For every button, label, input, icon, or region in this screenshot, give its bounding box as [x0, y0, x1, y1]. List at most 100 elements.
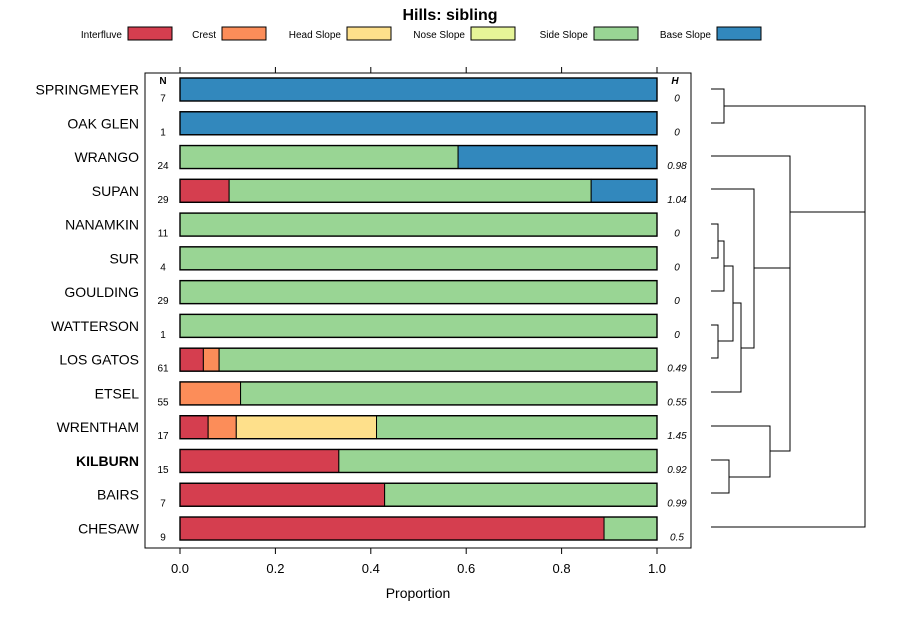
bar-segment-head-slope [235, 415, 378, 440]
n-value: 7 [160, 94, 166, 105]
bar-segment-side-slope [179, 212, 658, 237]
x-axis-title: Proportion [386, 585, 451, 601]
row-wrango: WRANGO 24 0.98 [74, 144, 687, 172]
bar-segment-side-slope [179, 246, 658, 271]
bar-outline [179, 448, 658, 474]
n-value: 29 [157, 296, 169, 307]
bar-rows: SPRINGMEYER 7 0 OAK GLEN 1 0 WRANGO 24 0.98 SUPAN… [36, 77, 687, 544]
row-label: SUPAN [92, 183, 139, 199]
n-value: 1 [160, 330, 166, 341]
h-value: 0 [674, 296, 680, 307]
bar-segment-side-slope [376, 415, 658, 440]
h-value: 0 [674, 127, 680, 138]
bar-segment-base-slope [590, 178, 658, 203]
n-value: 24 [157, 161, 169, 172]
row-goulding: GOULDING 29 0 [64, 279, 680, 307]
row-wrentham: WRENTHAM 17 1.45 [57, 415, 687, 442]
bar-segment-side-slope [338, 448, 658, 473]
bar-segment-side-slope [179, 145, 459, 170]
bar-segment-interfluve [179, 178, 230, 203]
row-label: GOULDING [64, 284, 139, 300]
bar-outline [179, 516, 658, 541]
bar-segment-interfluve [179, 482, 386, 507]
bar-segment-interfluve [179, 516, 605, 541]
row-label: LOS GATOS [59, 352, 139, 368]
row-label: CHESAW [78, 521, 140, 537]
row-label: BAIRS [97, 487, 139, 503]
row-los-gatos: LOS GATOS 61 0.49 [59, 347, 687, 375]
row-label: WRENTHAM [57, 419, 139, 435]
dendrogram-branch [724, 105, 866, 212]
plot-frame [144, 72, 692, 549]
bar-outline [179, 212, 658, 237]
row-label: WATTERSON [51, 318, 139, 334]
legend-label-crest: Crest [192, 30, 216, 41]
bar-segment-interfluve [179, 347, 204, 372]
row-sur: SUR 4 0 [109, 246, 680, 273]
bar-segment-base-slope [179, 111, 658, 136]
h-value: 0.49 [667, 364, 687, 375]
row-label: OAK GLEN [67, 115, 139, 131]
bar-segment-crest [202, 347, 220, 372]
bar-segment-side-slope [603, 516, 658, 541]
bar-outline [179, 144, 658, 170]
bar-segment-crest [207, 415, 237, 440]
h-value: 0 [674, 262, 680, 273]
bar-outline [179, 111, 658, 136]
bar-outline [179, 347, 658, 372]
bar-outline [179, 246, 658, 271]
bar-segment-side-slope [384, 482, 658, 507]
n-value: 11 [158, 229, 169, 240]
row-label: NANAMKIN [65, 217, 139, 233]
bar-segment-interfluve [179, 415, 209, 440]
n-value: 29 [157, 195, 169, 206]
legend-swatch-crest [221, 26, 267, 41]
dendrogram-branch [770, 268, 791, 452]
legend: Interfluve Crest Head Slope Nose Slope Side … [81, 26, 762, 41]
legend-label-head-slope: Head Slope [289, 30, 342, 41]
legend-swatch-head-slope [346, 26, 392, 41]
h-value: 0 [674, 94, 680, 105]
bar-segment-side-slope [218, 347, 658, 372]
h-column-header: H [671, 76, 679, 87]
x-tick-label: 0.0 [171, 561, 189, 576]
x-axis: 0.0 0.2 0.4 0.6 0.8 1.0 [171, 67, 666, 576]
h-value: 0.5 [670, 533, 684, 544]
row-oak-glen: OAK GLEN 1 0 [67, 111, 680, 138]
n-value: 55 [157, 397, 169, 408]
bar-segment-base-slope [457, 145, 658, 170]
row-kilburn: KILBURN 15 0.92 [76, 448, 687, 476]
bar-outline [179, 482, 658, 507]
n-value: 7 [160, 499, 166, 510]
n-value: 1 [160, 127, 166, 138]
h-value: 1.04 [667, 195, 687, 206]
row-label: SPRINGMEYER [36, 82, 139, 98]
legend-label-side-slope: Side Slope [540, 30, 589, 41]
row-label: SUR [109, 250, 139, 266]
bar-outline [179, 381, 658, 406]
row-watterson: WATTERSON 1 0 [51, 313, 680, 341]
x-tick-label: 0.8 [553, 561, 571, 576]
dendrogram-branch [711, 211, 866, 528]
bar-outline [179, 178, 658, 204]
h-value: 0 [674, 229, 680, 240]
x-tick-label: 1.0 [648, 561, 666, 576]
bar-outline [179, 77, 658, 102]
row-label: KILBURN [76, 453, 139, 469]
row-label: ETSEL [95, 385, 140, 401]
chart-title: Hills: sibling [402, 7, 497, 24]
bar-outline [179, 279, 658, 305]
legend-swatch-nose-slope [470, 26, 516, 41]
bar-outline [179, 415, 658, 440]
n-column-header: N [159, 76, 166, 87]
h-value: 0.55 [667, 397, 687, 408]
row-label: WRANGO [74, 149, 139, 165]
legend-swatch-side-slope [593, 26, 639, 41]
row-supan: SUPAN 29 1.04 [92, 178, 687, 206]
bar-segment-side-slope [228, 178, 592, 203]
n-value: 61 [157, 364, 169, 375]
h-value: 0.99 [667, 499, 687, 510]
h-value: 1.45 [667, 431, 687, 442]
legend-label-base-slope: Base Slope [660, 30, 712, 41]
